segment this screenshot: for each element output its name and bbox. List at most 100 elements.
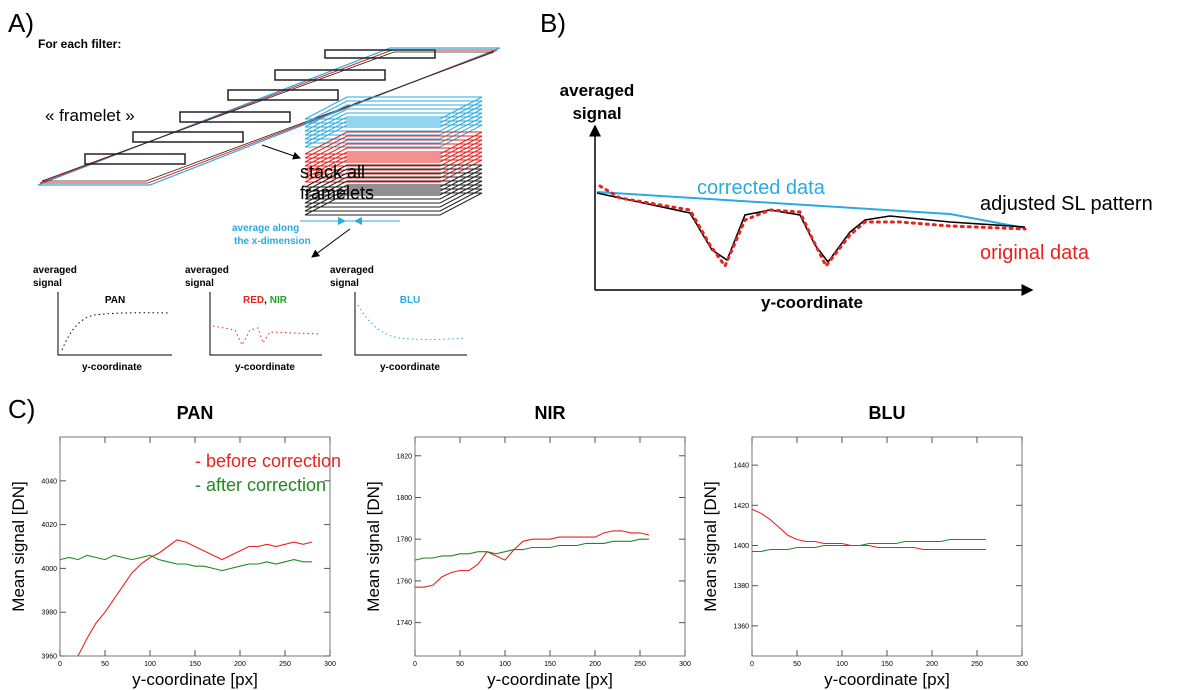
y-tick-label: 1440 bbox=[733, 463, 749, 470]
x-tick-label: 100 bbox=[144, 661, 156, 668]
y-tick-label: 3980 bbox=[41, 610, 57, 617]
x-axis-label: y-coordinate [px] bbox=[824, 670, 950, 689]
x-tick-label: 250 bbox=[279, 661, 291, 668]
stack-layer bbox=[304, 155, 483, 179]
stack-label: framelets bbox=[300, 183, 374, 203]
axis-label: signal bbox=[185, 278, 214, 289]
arrow bbox=[261, 144, 301, 160]
stack-layer bbox=[304, 192, 483, 216]
x-tick-label: 150 bbox=[544, 661, 556, 668]
x-tick-label: 200 bbox=[234, 661, 246, 668]
y-tick-label: 4020 bbox=[41, 522, 57, 529]
stack-layer bbox=[304, 159, 483, 183]
x-tick-label: 200 bbox=[589, 661, 601, 668]
y-tick-label: 3960 bbox=[41, 654, 57, 661]
x-axis-label: y-coordinate [px] bbox=[132, 670, 258, 689]
stack-layer bbox=[304, 164, 483, 188]
x-tick-label: 300 bbox=[324, 661, 336, 668]
x-tick-label: 150 bbox=[189, 661, 201, 668]
stack-layer bbox=[304, 135, 483, 159]
x-tick-label: 300 bbox=[679, 661, 691, 668]
stack-layer bbox=[304, 112, 483, 136]
curve-label: adjusted SL pattern bbox=[980, 193, 1153, 215]
axis-label: averaged bbox=[560, 81, 635, 100]
axis-label: averaged bbox=[185, 265, 229, 276]
stack-layer bbox=[304, 108, 483, 132]
stack-layer bbox=[304, 188, 483, 212]
axis-label: y-coordinate bbox=[82, 362, 142, 373]
framelet-stack bbox=[304, 96, 483, 216]
stack-layer bbox=[304, 96, 483, 120]
x-tick-label: 50 bbox=[101, 661, 109, 668]
x-tick-label: 300 bbox=[1016, 661, 1028, 668]
axis-label: signal bbox=[330, 278, 359, 289]
framelet-strip bbox=[37, 47, 501, 186]
arrow bbox=[311, 228, 351, 258]
stack-layer bbox=[304, 176, 483, 200]
y-axis-label: Mean signal [DN] bbox=[364, 481, 383, 611]
heading: For each filter: bbox=[38, 37, 121, 51]
axis-label: signal bbox=[572, 104, 621, 123]
schematic-curve bbox=[596, 191, 1026, 229]
stack-layer bbox=[304, 180, 483, 204]
framelet-label: « framelet » bbox=[45, 106, 135, 125]
stack-layer bbox=[304, 151, 483, 175]
y-axis-label: Mean signal [DN] bbox=[9, 481, 28, 611]
mini-title: PAN bbox=[105, 295, 125, 306]
x-tick-label: 150 bbox=[881, 661, 893, 668]
x-tick-label: 100 bbox=[836, 661, 848, 668]
stack-layer bbox=[304, 184, 483, 208]
x-tick-label: 200 bbox=[926, 661, 938, 668]
x-tick-label: 250 bbox=[634, 661, 646, 668]
legend-entry: - after correction bbox=[195, 475, 326, 495]
stack-layer bbox=[304, 124, 483, 148]
stack-layer bbox=[304, 131, 483, 155]
axis-label: y-coordinate bbox=[761, 293, 863, 312]
panel-label: B) bbox=[540, 8, 566, 38]
axis-label: signal bbox=[33, 278, 62, 289]
series-line bbox=[414, 538, 649, 561]
y-tick-label: 1780 bbox=[396, 537, 412, 544]
series-line bbox=[752, 538, 986, 553]
panel-label: A) bbox=[8, 8, 34, 38]
curve-label: original data bbox=[980, 242, 1090, 264]
x-tick-label: 0 bbox=[58, 661, 62, 668]
x-axis-label: y-coordinate [px] bbox=[487, 670, 613, 689]
series-line bbox=[751, 508, 986, 551]
legend-entry: - before correction bbox=[195, 451, 341, 471]
stack-layer bbox=[304, 104, 483, 128]
plot-frame bbox=[414, 436, 686, 657]
stack-layer bbox=[304, 116, 483, 140]
x-tick-label: 50 bbox=[793, 661, 801, 668]
series-line bbox=[415, 530, 650, 588]
y-tick-label: 1420 bbox=[733, 503, 749, 510]
title-part: NIR bbox=[270, 295, 288, 306]
x-tick-label: 0 bbox=[413, 661, 417, 668]
y-tick-label: 1380 bbox=[733, 583, 749, 590]
stack-layer bbox=[304, 120, 483, 144]
series-line bbox=[77, 539, 313, 657]
stack-layer bbox=[304, 143, 483, 167]
x-tick-label: 100 bbox=[499, 661, 511, 668]
title-part: , bbox=[264, 295, 267, 306]
stack-layer bbox=[304, 168, 483, 192]
y-tick-label: 1360 bbox=[733, 623, 749, 630]
mini-title: BLU bbox=[400, 295, 421, 306]
y-tick-label: 4040 bbox=[41, 478, 57, 485]
x-tick-label: 0 bbox=[750, 661, 754, 668]
y-tick-label: 1760 bbox=[396, 578, 412, 585]
stack-layer bbox=[304, 147, 483, 171]
chart-title: NIR bbox=[535, 403, 566, 423]
chart-title: BLU bbox=[869, 403, 906, 423]
stack-layer bbox=[304, 100, 483, 124]
y-tick-label: 4000 bbox=[41, 566, 57, 573]
schematic-curve bbox=[598, 184, 1027, 270]
average-label: average along bbox=[232, 223, 299, 234]
x-tick-label: 250 bbox=[971, 661, 983, 668]
stack-layer bbox=[304, 172, 483, 196]
axis-label: averaged bbox=[330, 265, 374, 276]
mini-plots: averaged signal PAN y-coordinate average… bbox=[33, 265, 467, 373]
axis-label: averaged bbox=[33, 265, 77, 276]
y-tick-label: 1740 bbox=[396, 620, 412, 627]
